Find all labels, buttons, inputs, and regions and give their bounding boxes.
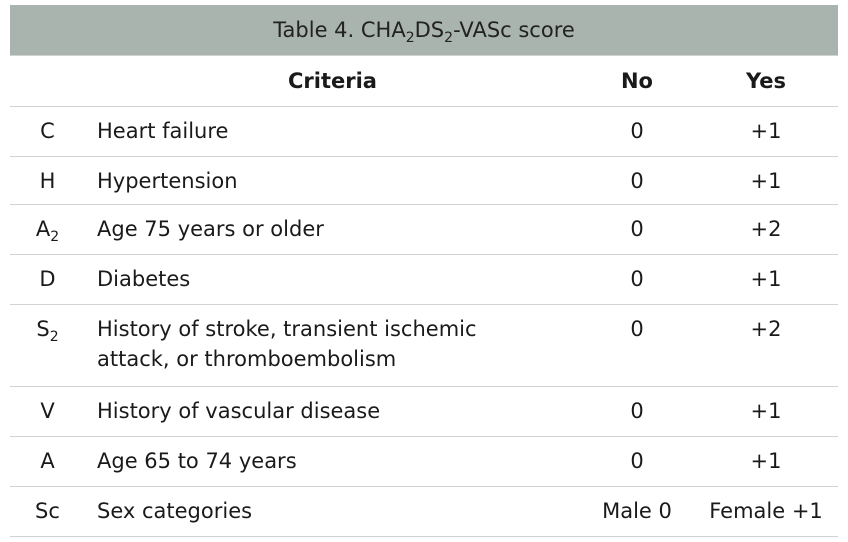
code-cell: V [10,386,85,437]
subscript: 2 [50,229,60,245]
header-cell: Yes [694,55,838,107]
criteria-cell: History of vascular disease [85,386,580,437]
text-part: A [35,217,51,241]
criteria-cell: Hypertension [85,156,580,205]
text-part: Sc [35,499,60,523]
score-table: Criteria No Yes C Heart failure 0 +1 H Hypert… [10,55,838,537]
code-cell: Sc [10,486,85,537]
table-row: Sc Sex categories Male 0 Female +1 [10,486,838,537]
text-part: C [40,119,55,143]
table-row: V History of vascular disease 0 +1 [10,386,838,437]
code-cell: H [10,156,85,205]
text-part: DS [414,18,445,42]
text-part: H [39,169,56,193]
code-cell: D [10,254,85,305]
no-cell: 0 [580,204,694,255]
criteria-cell: Heart failure [85,106,580,157]
code-cell: S2 [10,304,85,387]
no-cell: 0 [580,254,694,305]
yes-cell: +2 [694,204,838,255]
table-row: S2 History of stroke, transient ischemic … [10,304,838,387]
text-part: A [40,449,55,473]
code-cell: C [10,106,85,157]
table-row: A2 Age 75 years or older 0 +2 [10,204,838,255]
table-row: D Diabetes 0 +1 [10,254,838,305]
yes-cell: +1 [694,156,838,205]
yes-cell: Female +1 [694,486,838,537]
yes-cell: +1 [694,106,838,157]
no-cell: 0 [580,304,694,387]
criteria-cell: Diabetes [85,254,580,305]
no-cell: 0 [580,156,694,205]
header-cell: Criteria [85,55,580,107]
yes-cell: +2 [694,304,838,387]
yes-cell: +1 [694,386,838,437]
criteria-cell: Age 65 to 74 years [85,436,580,487]
no-cell: 0 [580,436,694,487]
text-part: -VASc score [453,18,575,42]
yes-cell: +1 [694,254,838,305]
subscript: 2 [405,30,415,46]
criteria-cell: History of stroke, transient ischemic at… [85,304,580,387]
yes-cell: +1 [694,436,838,487]
no-cell: 0 [580,386,694,437]
code-cell: A [10,436,85,487]
table-row: A Age 65 to 74 years 0 +1 [10,436,838,487]
text-part: V [40,399,55,423]
criteria-cell: Age 75 years or older [85,204,580,255]
text-part: Table 4. CHA [273,18,406,42]
header-cell: No [580,55,694,107]
text-part: D [39,267,56,291]
header-cell [10,55,85,107]
subscript: 2 [444,30,454,46]
no-cell: 0 [580,106,694,157]
table-container: Table 4. CHA2DS2-VASc score Criteria No … [10,5,838,537]
text-part: S [36,317,50,341]
criteria-cell: Sex categories [85,486,580,537]
subscript: 2 [49,329,59,345]
header-row: Criteria No Yes [10,55,838,107]
code-cell: A2 [10,204,85,255]
table-row: H Hypertension 0 +1 [10,156,838,205]
table-title: Table 4. CHA2DS2-VASc score [10,5,838,55]
table-body: C Heart failure 0 +1 H Hypertension 0 +1 A2 Age 7… [10,106,838,537]
no-cell: Male 0 [580,486,694,537]
table-row: C Heart failure 0 +1 [10,106,838,157]
